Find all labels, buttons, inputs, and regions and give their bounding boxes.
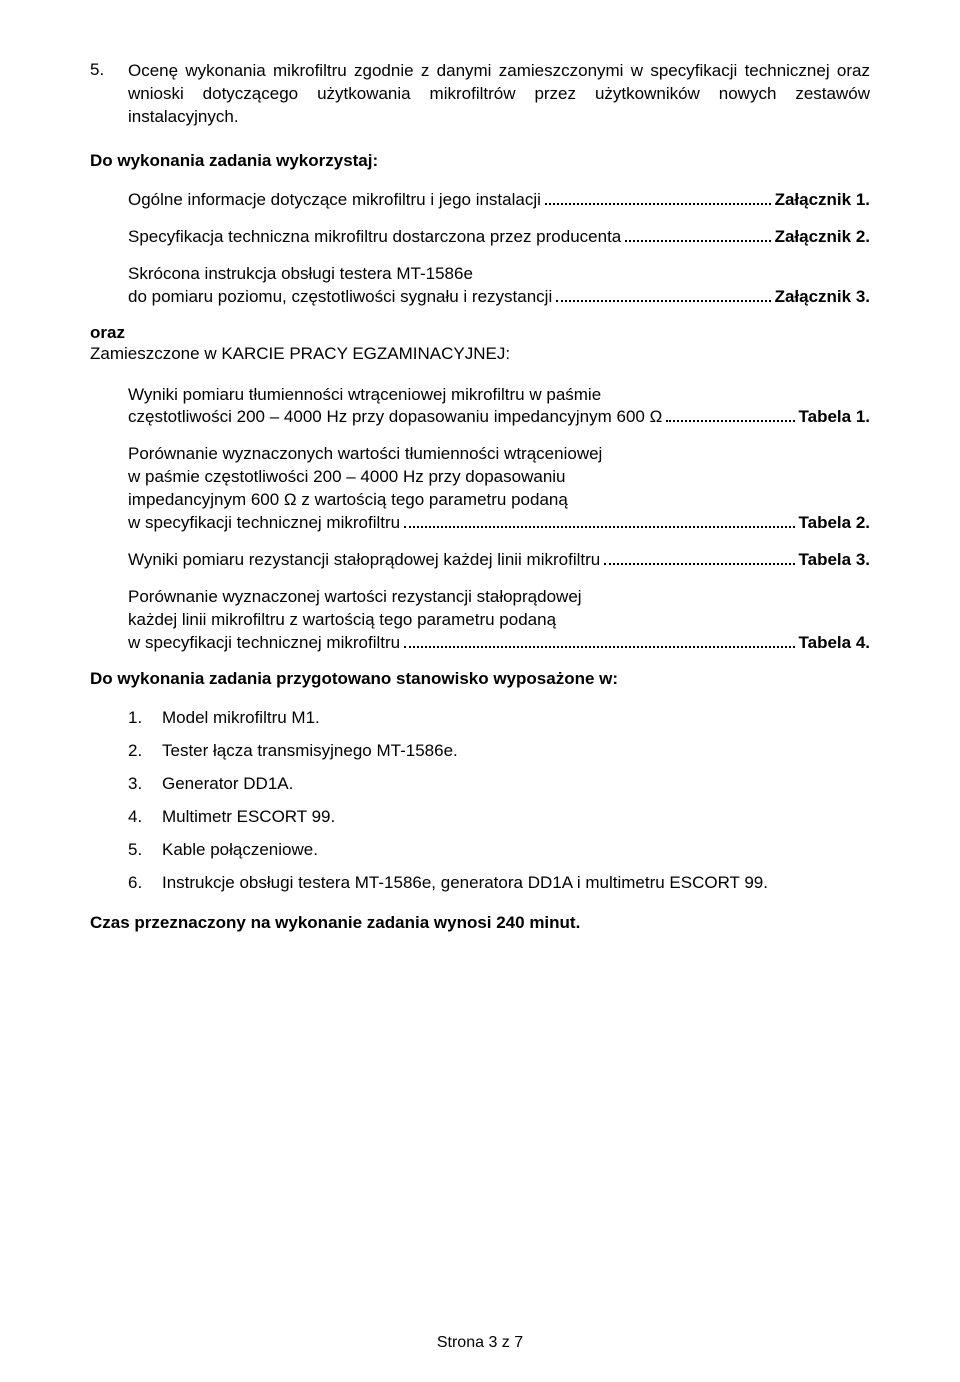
table-ref-text: Wyniki pomiaru rezystancji stałoprądowej… bbox=[128, 549, 600, 572]
leader-dots bbox=[404, 526, 794, 528]
table-ref-label: Tabela 2. bbox=[799, 512, 871, 535]
attachment-row: Skrócona instrukcja obsługi testera MT-1… bbox=[128, 263, 870, 309]
equipment-list: 1. Model mikrofiltru M1. 2. Tester łącza… bbox=[128, 707, 870, 895]
table-ref-row: Wyniki pomiaru tłumienności wtrąceniowej… bbox=[128, 384, 870, 430]
page-footer: Strona 3 z 7 bbox=[0, 1334, 960, 1352]
equipment-number: 5. bbox=[128, 839, 162, 862]
equipment-item: 6. Instrukcje obsługi testera MT-1586e, … bbox=[128, 872, 870, 895]
equipment-number: 4. bbox=[128, 806, 162, 829]
attachment-text: Ogólne informacje dotyczące mikrofiltru … bbox=[128, 189, 541, 212]
equipment-text: Multimetr ESCORT 99. bbox=[162, 806, 335, 829]
table-ref-row: Porównanie wyznaczonych wartości tłumien… bbox=[128, 443, 870, 535]
equipment-item: 5. Kable połączeniowe. bbox=[128, 839, 870, 862]
attachment-text: Specyfikacja techniczna mikrofiltru dost… bbox=[128, 226, 621, 249]
heading-use: Do wykonania zadania wykorzystaj: bbox=[90, 151, 870, 171]
equipment-text: Instrukcje obsługi testera MT-1586e, gen… bbox=[162, 872, 768, 895]
document-page: 5. Ocenę wykonania mikrofiltru zgodnie z… bbox=[0, 0, 960, 1382]
list-item-text: Ocenę wykonania mikrofiltru zgodnie z da… bbox=[128, 60, 870, 129]
equipment-text: Model mikrofiltru M1. bbox=[162, 707, 320, 730]
equipment-number: 3. bbox=[128, 773, 162, 796]
attachment-row: Specyfikacja techniczna mikrofiltru dost… bbox=[128, 226, 870, 249]
table-ref-label: Tabela 4. bbox=[799, 632, 871, 655]
attachment-ref: Załącznik 3. bbox=[775, 286, 870, 309]
table-ref-text: impedancyjnym 600 Ω z wartością tego par… bbox=[128, 489, 870, 512]
list-item-5: 5. Ocenę wykonania mikrofiltru zgodnie z… bbox=[90, 60, 870, 129]
table-ref-label: Tabela 1. bbox=[799, 406, 871, 429]
equipment-number: 1. bbox=[128, 707, 162, 730]
attachment-text: Skrócona instrukcja obsługi testera MT-1… bbox=[128, 263, 870, 286]
list-item-number: 5. bbox=[90, 60, 128, 129]
leader-dots bbox=[556, 300, 770, 302]
tables-block: Wyniki pomiaru tłumienności wtrąceniowej… bbox=[128, 384, 870, 655]
leader-dots bbox=[545, 203, 771, 205]
equipment-text: Generator DD1A. bbox=[162, 773, 293, 796]
equipment-text: Tester łącza transmisyjnego MT-1586e. bbox=[162, 740, 458, 763]
table-ref-row: Porównanie wyznaczonej wartości rezystan… bbox=[128, 586, 870, 655]
attachment-ref: Załącznik 1. bbox=[775, 189, 870, 212]
leader-dots bbox=[404, 646, 794, 648]
table-ref-text: każdej linii mikrofiltru z wartością teg… bbox=[128, 609, 870, 632]
attachment-ref: Załącznik 2. bbox=[775, 226, 870, 249]
leader-dots bbox=[604, 563, 794, 565]
oraz-label: oraz bbox=[90, 323, 870, 343]
equipment-item: 3. Generator DD1A. bbox=[128, 773, 870, 796]
table-ref-text: częstotliwości 200 – 4000 Hz przy dopaso… bbox=[128, 406, 662, 429]
table-ref-text: w paśmie częstotliwości 200 – 4000 Hz pr… bbox=[128, 466, 870, 489]
closing-statement: Czas przeznaczony na wykonanie zadania w… bbox=[90, 913, 870, 933]
table-ref-text: Porównanie wyznaczonych wartości tłumien… bbox=[128, 443, 870, 466]
table-ref-text: w specyfikacji technicznej mikrofiltru bbox=[128, 512, 400, 535]
table-ref-row: Wyniki pomiaru rezystancji stałoprądowej… bbox=[128, 549, 870, 572]
karta-line: Zamieszczone w KARCIE PRACY EGZAMINACYJN… bbox=[90, 343, 870, 366]
attachment-row: Ogólne informacje dotyczące mikrofiltru … bbox=[128, 189, 870, 212]
equipment-text: Kable połączeniowe. bbox=[162, 839, 318, 862]
table-ref-text: w specyfikacji technicznej mikrofiltru bbox=[128, 632, 400, 655]
equipment-item: 4. Multimetr ESCORT 99. bbox=[128, 806, 870, 829]
equipment-item: 2. Tester łącza transmisyjnego MT-1586e. bbox=[128, 740, 870, 763]
leader-dots bbox=[666, 420, 794, 422]
table-ref-text: Porównanie wyznaczonej wartości rezystan… bbox=[128, 586, 870, 609]
equipment-number: 2. bbox=[128, 740, 162, 763]
table-ref-label: Tabela 3. bbox=[799, 549, 871, 572]
equipment-number: 6. bbox=[128, 872, 162, 895]
attachment-text: do pomiaru poziomu, częstotliwości sygna… bbox=[128, 286, 552, 309]
heading-equipment: Do wykonania zadania przygotowano stanow… bbox=[90, 669, 870, 689]
table-ref-text: Wyniki pomiaru tłumienności wtrąceniowej… bbox=[128, 384, 870, 407]
equipment-item: 1. Model mikrofiltru M1. bbox=[128, 707, 870, 730]
attachments-block: Ogólne informacje dotyczące mikrofiltru … bbox=[128, 189, 870, 309]
leader-dots bbox=[625, 240, 770, 242]
